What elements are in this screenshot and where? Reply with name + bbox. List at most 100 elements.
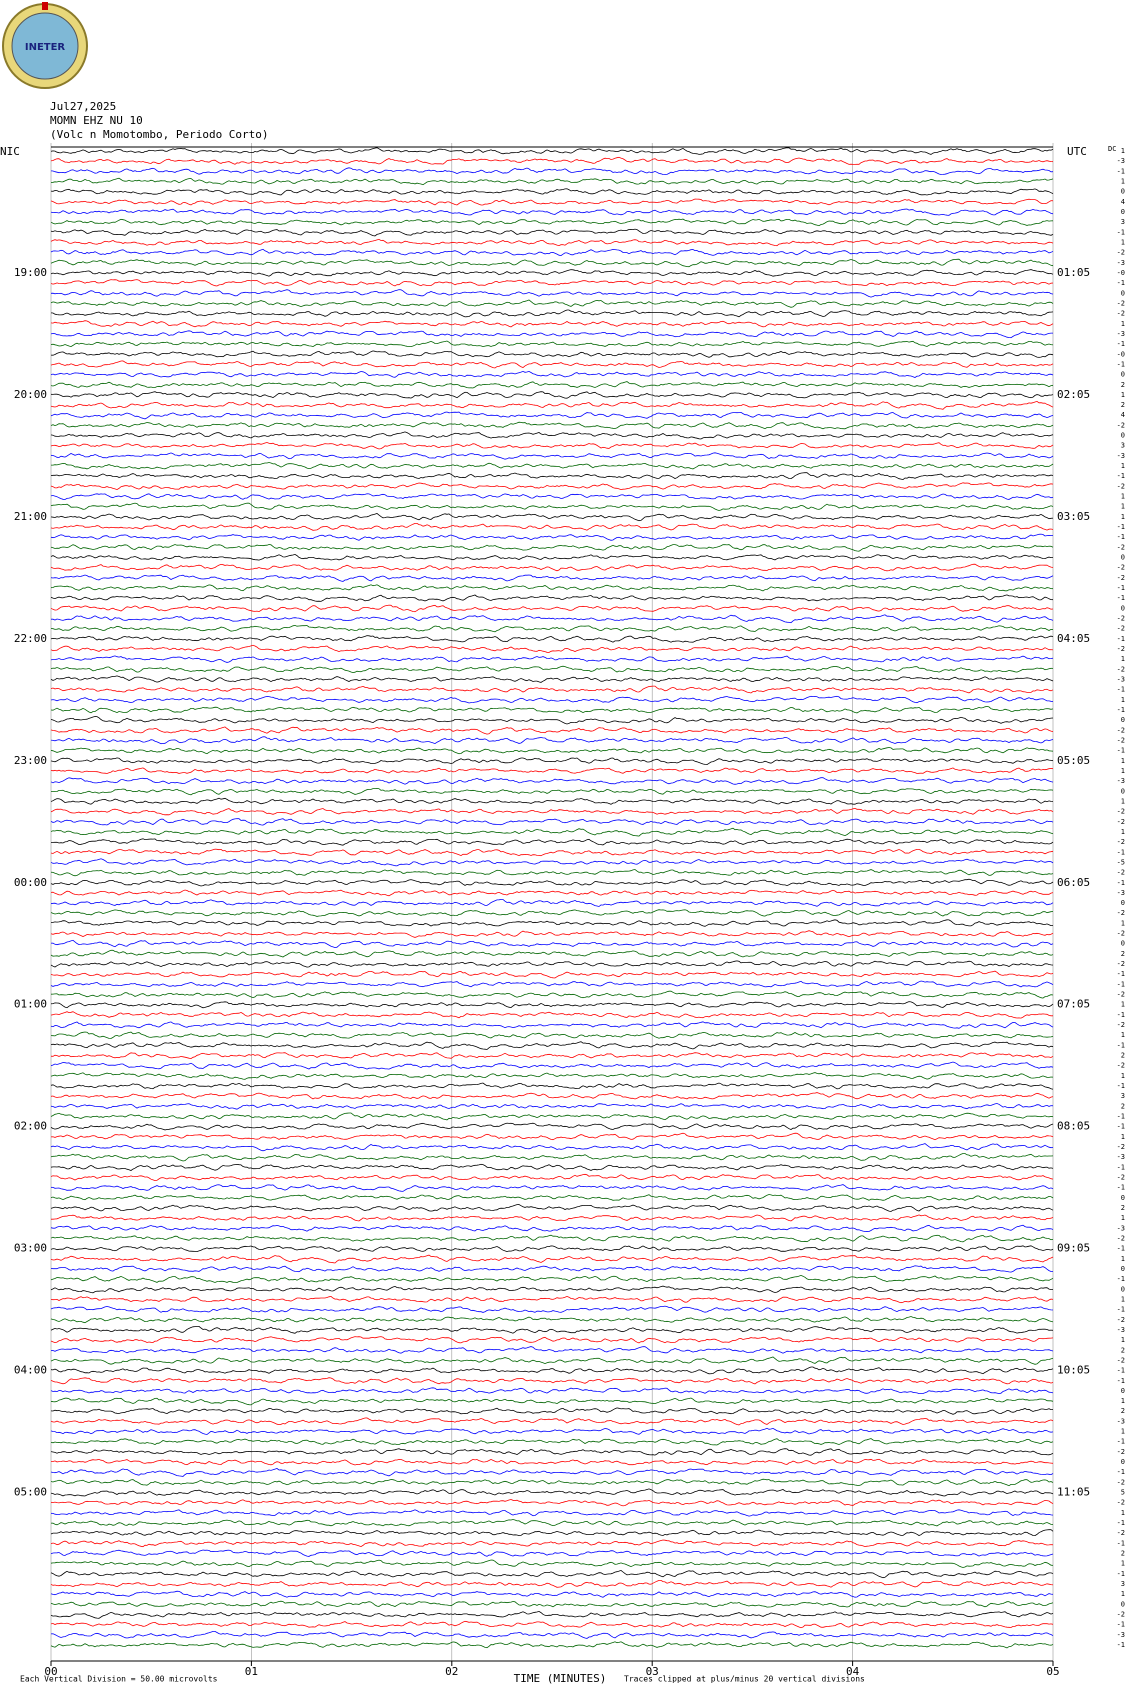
logo-globe: [11, 12, 79, 80]
seismic-trace: [50, 1224, 1054, 1232]
seismic-trace: [50, 574, 1054, 582]
dc-offset: 0: [1121, 604, 1125, 612]
seismic-trace: [50, 1143, 1054, 1152]
seismic-trace: [50, 1529, 1054, 1537]
seismic-trace: [50, 563, 1054, 572]
right-time-label: 07:05: [1057, 998, 1090, 1011]
left-time-label: 02:00: [14, 1120, 47, 1133]
seismic-trace: [50, 279, 1054, 287]
dc-offset: 0: [1121, 208, 1125, 216]
dc-offset: -2: [1117, 808, 1125, 816]
seismic-trace: [50, 1600, 1054, 1608]
dc-offset: -2: [1117, 1173, 1125, 1181]
seismic-trace: [50, 1305, 1054, 1313]
dc-offset: -2: [1117, 1478, 1125, 1486]
right-time-label: 02:05: [1057, 388, 1090, 401]
dc-offset: -2: [1117, 960, 1125, 968]
dc-offset: 2: [1121, 381, 1125, 389]
seismic-trace: [50, 848, 1054, 857]
dc-offset: 1: [1121, 767, 1125, 775]
dc-offset: 1: [1121, 503, 1125, 511]
seismic-trace: [50, 1254, 1054, 1264]
dc-offset: 4: [1121, 411, 1125, 419]
dc-offset: -1: [1117, 340, 1125, 348]
dc-offset: 1: [1121, 655, 1125, 663]
seismic-trace: [51, 838, 1054, 846]
dc-offset: -2: [1117, 1234, 1125, 1242]
right-time-label: 09:05: [1057, 1242, 1090, 1255]
seismic-trace: [50, 1438, 1054, 1446]
seismic-trace: [50, 1234, 1054, 1243]
dc-offset: 1: [1121, 1255, 1125, 1263]
right-time-label: 11:05: [1057, 1486, 1090, 1499]
dc-offset: -3: [1117, 1224, 1125, 1232]
dc-offset: -3: [1117, 777, 1125, 785]
logo-flag: [42, 2, 48, 10]
seismic-trace: [50, 1112, 1054, 1121]
dc-offset: 1: [1121, 147, 1125, 155]
seismic-trace: [50, 1173, 1054, 1182]
dc-offset: -1: [1117, 1041, 1125, 1049]
dc-offset: -2: [1117, 838, 1125, 846]
dc-offset: -2: [1117, 818, 1125, 826]
title-line: (Volc n Momotombo, Periodo Corto): [50, 128, 269, 141]
dc-offset: -1: [1117, 1519, 1125, 1527]
dc-offset: 1: [1121, 1560, 1125, 1568]
seismic-trace: [50, 1488, 1054, 1497]
dc-offset: 0: [1121, 289, 1125, 297]
seismic-trace: [50, 544, 1054, 552]
seismic-trace: [51, 1458, 1054, 1466]
left-time-label: 05:00: [14, 1486, 47, 1499]
dc-offset: -1: [1117, 879, 1125, 887]
seismic-trace: [50, 1336, 1054, 1344]
left-axis-label: NIC: [0, 145, 20, 158]
dc-offset: 2: [1121, 401, 1125, 409]
dc-offset: 1: [1121, 1336, 1125, 1344]
dc-offset: -1: [1117, 635, 1125, 643]
seismic-trace: [50, 1274, 1054, 1283]
seismic-trace: [50, 1549, 1054, 1557]
dc-offset: 0: [1121, 554, 1125, 562]
dc-offset: 0: [1121, 940, 1125, 948]
dc-offset: 1: [1121, 1001, 1125, 1009]
left-time-label: 04:00: [14, 1364, 47, 1377]
dc-offset: -2: [1117, 1143, 1125, 1151]
dc-offset: 3: [1121, 1092, 1125, 1100]
seismic-trace: [50, 1132, 1054, 1141]
dc-offset: 2: [1121, 1346, 1125, 1354]
seismic-trace: [50, 827, 1054, 837]
left-time-label: 21:00: [14, 510, 47, 523]
dc-offset: -1: [1117, 1367, 1125, 1375]
seismic-trace: [50, 309, 1054, 318]
seismic-trace: [50, 1397, 1054, 1406]
seismic-trace: [50, 807, 1054, 816]
dc-offset: 1: [1121, 177, 1125, 185]
dc-offset: -1: [1117, 1113, 1125, 1121]
seismic-trace: [50, 705, 1054, 714]
dc-offset: -3: [1117, 1153, 1125, 1161]
seismic-trace: [50, 553, 1054, 561]
seismic-trace: [50, 370, 1054, 378]
dc-offset: 2: [1121, 1102, 1125, 1110]
seismic-trace: [50, 1519, 1054, 1527]
dc-offset: 2: [1121, 1052, 1125, 1060]
seismic-trace: [50, 1356, 1054, 1365]
dc-offset: -1: [1117, 1468, 1125, 1476]
dc-offset: -1: [1117, 706, 1125, 714]
dc-offset: -1: [1117, 584, 1125, 592]
seismic-trace: [50, 1366, 1054, 1375]
dc-offset: -1: [1117, 228, 1125, 236]
seismic-trace: [50, 889, 1054, 897]
dc-offset: -1: [1117, 1306, 1125, 1314]
seismic-trace: [50, 228, 1054, 237]
seismic-trace: [50, 1061, 1054, 1070]
dc-offset: -1: [1117, 1641, 1125, 1649]
seismic-trace: [50, 502, 1054, 511]
seismic-trace: [50, 797, 1054, 805]
seismic-trace: [50, 644, 1054, 653]
dc-offset: -1: [1117, 1377, 1125, 1385]
seismic-trace: [50, 584, 1054, 592]
dc-offset: 1: [1121, 696, 1125, 704]
seismic-trace: [50, 167, 1054, 176]
